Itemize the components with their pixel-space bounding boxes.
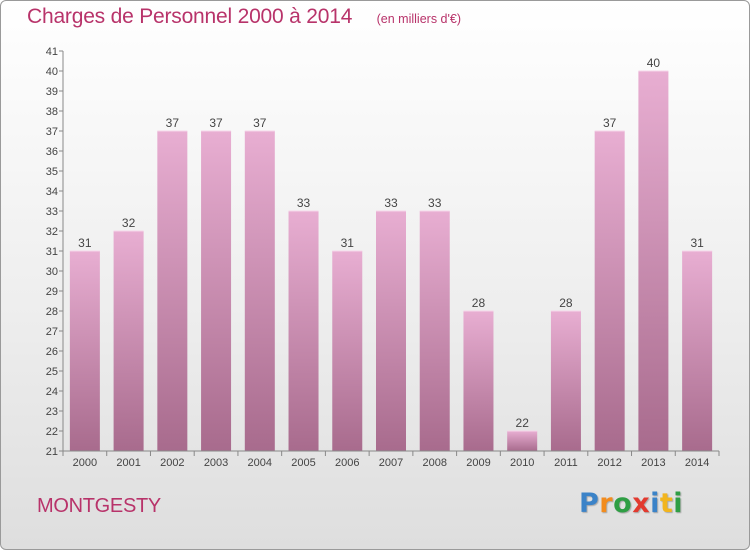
logo-letter: i <box>673 488 684 519</box>
bars <box>69 70 713 451</box>
data-label: 37 <box>253 116 267 130</box>
logo-letter: o <box>613 488 633 519</box>
bar-2002 <box>157 131 188 451</box>
y-tick-label: 31 <box>46 246 58 258</box>
bar-2013 <box>638 71 669 451</box>
data-label: 31 <box>690 236 704 250</box>
y-tick-label: 28 <box>46 306 58 318</box>
data-label: 28 <box>472 296 486 310</box>
bar-2011 <box>550 311 581 451</box>
x-tick-label: 2009 <box>466 457 490 469</box>
y-tick-label: 26 <box>46 346 58 358</box>
logo-letter: r <box>599 488 614 519</box>
y-tick-label: 34 <box>46 186 58 198</box>
x-tick-label: 2001 <box>116 457 140 469</box>
data-label: 31 <box>78 236 92 250</box>
data-label: 33 <box>297 196 311 210</box>
y-tick-label: 30 <box>46 266 58 278</box>
x-tick-label: 2008 <box>422 457 446 469</box>
y-tick-label: 35 <box>46 166 58 178</box>
bar-2004 <box>244 131 275 451</box>
x-tick-label: 2011 <box>554 457 578 469</box>
data-label: 22 <box>516 416 530 430</box>
bar-2005 <box>288 211 319 451</box>
y-tick-label: 39 <box>46 86 58 98</box>
y-axis: 21 22 23 24 25 26 27 28 29 30 31 32 33 34 35 36 37 38 39 40… <box>46 46 64 458</box>
bar-2009 <box>463 311 494 451</box>
bar-2007 <box>376 211 406 451</box>
data-label: 37 <box>209 116 223 130</box>
title-row: Charges de Personnel 2000 à 2014 (en mil… <box>27 5 461 29</box>
bar-2001 <box>113 231 144 451</box>
x-tick-label: 2005 <box>291 457 315 469</box>
y-tick-label: 36 <box>46 146 58 158</box>
x-tick-label: 2002 <box>160 457 184 469</box>
y-tick-label: 32 <box>46 226 58 238</box>
bar-2010 <box>507 431 538 451</box>
data-label: 37 <box>166 116 180 130</box>
data-label: 28 <box>559 296 573 310</box>
x-tick-label: 2013 <box>641 457 665 469</box>
bar-2000 <box>69 251 100 451</box>
y-tick-label: 27 <box>46 326 58 338</box>
bar-2003 <box>201 131 232 451</box>
y-tick-label: 22 <box>46 426 58 438</box>
data-labels: 31 32 37 37 37 33 31 33 33 28 22 28 37 40 31 <box>78 56 704 430</box>
y-tick-label: 25 <box>46 366 58 378</box>
chart-subtitle: (en milliers d'€) <box>376 12 461 26</box>
logo-letter: t <box>659 488 674 519</box>
y-tick-label: 37 <box>46 126 58 138</box>
data-label: 33 <box>384 196 398 210</box>
y-tick-label: 33 <box>46 206 58 218</box>
y-tick-label: 29 <box>46 286 58 298</box>
data-label: 37 <box>603 116 617 130</box>
bar-2014 <box>682 251 713 451</box>
x-axis: 2000 2001 2002 2003 2004 2005 2006 2007 2008 2009… <box>62 450 720 469</box>
logo-letter: P <box>579 488 600 519</box>
commune-name: MONTGESTY <box>37 495 161 517</box>
bar-2008 <box>419 211 450 451</box>
y-tick-label: 41 <box>46 46 58 58</box>
data-label: 32 <box>122 216 136 230</box>
x-tick-label: 2003 <box>204 457 228 469</box>
bar-2012 <box>594 131 625 451</box>
bar-2006 <box>332 251 363 451</box>
y-tick-label: 24 <box>46 386 58 398</box>
data-label: 40 <box>647 56 661 70</box>
x-tick-label: 2010 <box>510 457 534 469</box>
x-tick-label: 2004 <box>248 457 272 469</box>
y-tick-label: 38 <box>46 106 58 118</box>
logo-letter: i <box>650 488 660 519</box>
x-tick-label: 2006 <box>335 457 359 469</box>
x-tick-label: 2014 <box>685 457 709 469</box>
y-tick-label: 23 <box>46 406 58 418</box>
y-tick-label: 21 <box>46 446 58 458</box>
x-tick-label: 2012 <box>597 457 621 469</box>
proxiti-logo: Proxiti <box>579 488 683 519</box>
logo-letter: x <box>632 488 651 519</box>
data-label: 31 <box>341 236 355 250</box>
x-tick-label: 2000 <box>73 457 97 469</box>
y-tick-label: 40 <box>46 66 58 78</box>
chart-title: Charges de Personnel 2000 à 2014 <box>27 5 353 28</box>
x-tick-label: 2007 <box>379 457 403 469</box>
data-label: 33 <box>428 196 442 210</box>
